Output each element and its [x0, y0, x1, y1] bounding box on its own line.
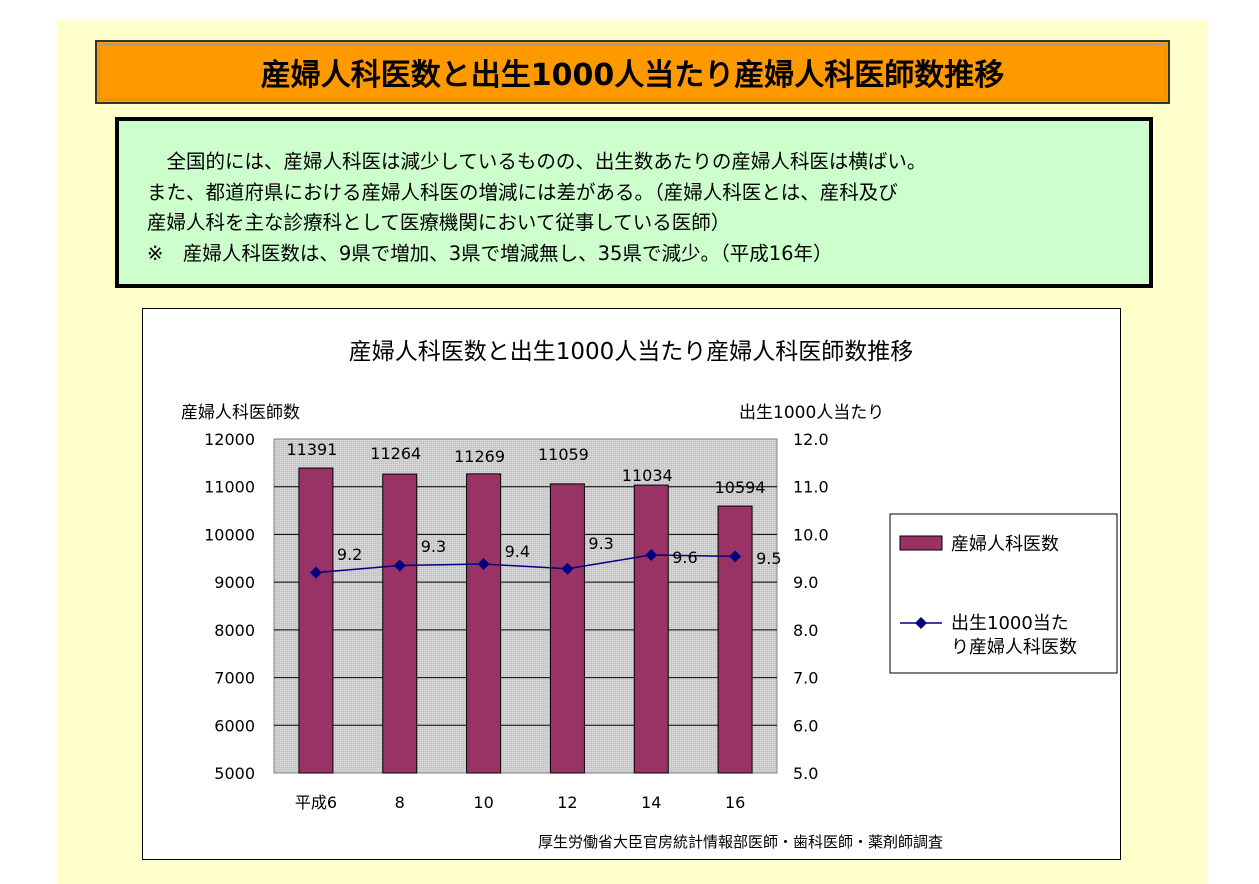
line-value-label: 9.3	[421, 537, 446, 556]
y-tick-label: 9000	[214, 573, 255, 592]
x-tick-label: 平成6	[295, 793, 337, 812]
bar-value-label: 10594	[715, 478, 766, 497]
series-line	[315, 554, 736, 574]
y-tick-label: 5000	[214, 764, 255, 783]
plot-area	[273, 438, 778, 774]
bar-value-label: 11034	[622, 466, 673, 485]
x-tick-label: 10	[473, 793, 493, 812]
y2-tick-label: 12.0	[793, 430, 829, 449]
y-tick-label: 8000	[214, 621, 255, 640]
y-tick-label: 10000	[204, 525, 255, 544]
bar-value-label: 11264	[370, 444, 421, 463]
line-point	[645, 548, 658, 561]
y-tick-label: 7000	[214, 669, 255, 688]
legend-bar-swatch	[899, 535, 943, 551]
bar-value-label: 11059	[538, 445, 589, 464]
note-line: また、都道府県における産婦人科医の増減には差がある。（産婦人科医とは、産科及び	[147, 181, 898, 204]
bar	[466, 473, 502, 774]
x-tick-label: 8	[395, 793, 405, 812]
line-point	[477, 558, 490, 571]
bar	[717, 505, 753, 774]
y2-tick-label: 6.0	[793, 716, 818, 735]
x-tick-label: 14	[641, 793, 661, 812]
note-line: 全国的には、産婦人科医は減少しているものの、出生数あたりの産婦人科医は横ばい。	[147, 150, 927, 173]
line-value-label: 9.6	[672, 548, 697, 567]
y-tick-label: 6000	[214, 716, 255, 735]
line-point	[393, 559, 406, 572]
y2-tick-label: 11.0	[793, 478, 829, 497]
bar	[633, 484, 669, 774]
legend-label-bars: 産婦人科医数	[951, 534, 1059, 555]
bar-value-label: 11269	[454, 447, 505, 466]
page-title: 産婦人科医数と出生1000人当たり産婦人科医師数推移	[95, 40, 1170, 104]
line-point	[309, 566, 322, 579]
bar-value-label: 11391	[286, 440, 337, 459]
bar	[298, 467, 334, 774]
chart-container: 産婦人科医数と出生1000人当たり産婦人科医師数推移 産婦人科医師数 出生100…	[142, 308, 1121, 860]
source-note: 厚生労働省大臣官房統計情報部医師・歯科医師・薬剤師調査	[538, 833, 943, 851]
chart-svg: 産婦人科医数と出生1000人当たり産婦人科医師数推移 産婦人科医師数 出生100…	[181, 339, 1118, 851]
line-value-label: 9.5	[756, 549, 781, 568]
legend-label-line-2: り産婦人科医数	[951, 637, 1077, 658]
title-text: 産婦人科医数と出生1000人当たり産婦人科医師数推移	[260, 58, 1005, 93]
y2-tick-label: 9.0	[793, 573, 818, 592]
y-tick-label: 12000	[204, 430, 255, 449]
y2-tick-label: 8.0	[793, 621, 818, 640]
y-tick-label: 11000	[204, 478, 255, 497]
y-axis-label: 産婦人科医師数	[181, 403, 300, 423]
y2-tick-label: 5.0	[793, 764, 818, 783]
summary-note: 全国的には、産婦人科医は減少しているものの、出生数あたりの産婦人科医は横ばい。 …	[115, 117, 1153, 288]
x-tick-label: 12	[557, 793, 577, 812]
line-value-label: 9.4	[505, 542, 530, 561]
legend-marker-icon	[915, 617, 927, 629]
line-value-label: 9.3	[588, 534, 613, 553]
line-point	[729, 550, 742, 563]
chart-title: 産婦人科医数と出生1000人当たり産婦人科医師数推移	[349, 339, 914, 365]
y2-tick-label: 7.0	[793, 669, 818, 688]
bar	[382, 473, 418, 774]
bar	[549, 483, 585, 774]
legend-label-line: 出生1000当た	[951, 613, 1069, 634]
note-line: ※ 産婦人科医数は、9県で増加、3県で増減無し、35県で減少。（平成16年）	[147, 242, 833, 265]
line-point	[561, 562, 574, 575]
y2-tick-label: 10.0	[793, 525, 829, 544]
line-value-label: 9.2	[337, 545, 362, 564]
y2-axis-label: 出生1000人当たり	[739, 403, 884, 423]
note-line: 産婦人科を主な診療科として医療機関において従事している医師）	[147, 211, 731, 234]
x-tick-label: 16	[725, 793, 745, 812]
